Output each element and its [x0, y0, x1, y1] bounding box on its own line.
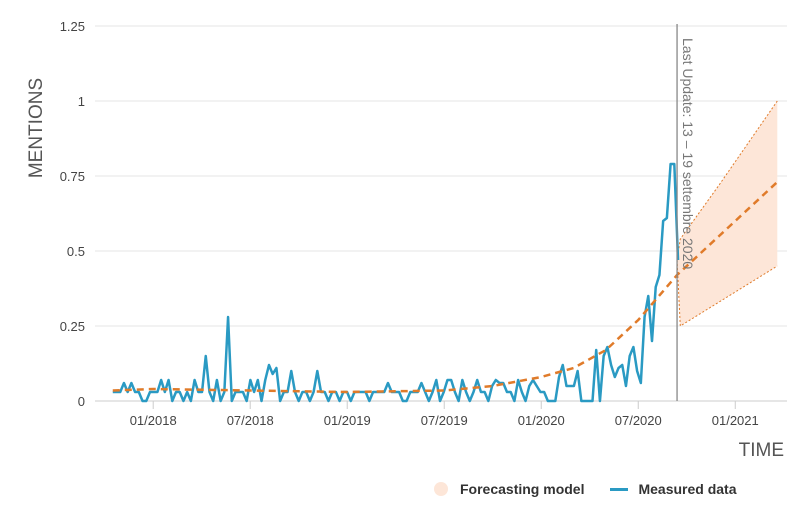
- x-tick-label: 01/2020: [518, 413, 565, 428]
- legend-measured-label[interactable]: Measured data: [638, 481, 737, 497]
- x-tick-label: 01/2019: [324, 413, 371, 428]
- x-tick-label: 07/2019: [421, 413, 468, 428]
- x-tick-label: 07/2018: [227, 413, 274, 428]
- forecast-lower-bound: [676, 259, 778, 327]
- legend: Forecasting model Measured data: [434, 481, 737, 497]
- y-axis-title: MENTIONS: [26, 78, 47, 178]
- y-tick-label: 1.25: [60, 19, 85, 34]
- y-tick-label: 0: [78, 394, 85, 409]
- x-tick-label: 01/2021: [712, 413, 759, 428]
- x-tick-label: 01/2018: [130, 413, 177, 428]
- x-tick-label: 07/2020: [615, 413, 662, 428]
- measured-data-line: [112, 162, 680, 403]
- y-tick-label: 0.75: [60, 169, 85, 184]
- y-tick-label: 1: [78, 94, 85, 109]
- y-tick-label: 0.5: [67, 244, 85, 259]
- legend-measured-swatch: [610, 487, 629, 491]
- last-update-label: Last Update: 13 – 19 settembre 2020: [680, 38, 696, 269]
- legend-forecast-swatch: [434, 482, 448, 496]
- forecast-band: [677, 101, 778, 326]
- x-axis-title: TIME: [739, 440, 784, 461]
- legend-forecast-label[interactable]: Forecasting model: [460, 481, 585, 497]
- y-tick-label: 0.25: [60, 319, 85, 334]
